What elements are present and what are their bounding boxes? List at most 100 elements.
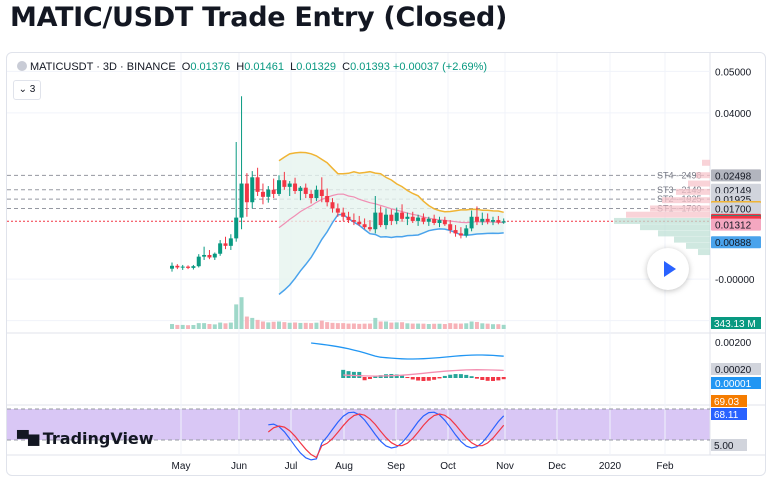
volume-bar: [501, 324, 506, 329]
symbol-logo-icon: [17, 61, 27, 71]
volume-bar: [464, 323, 469, 329]
macd-histogram-bar: [480, 377, 485, 380]
candle-body: [212, 253, 217, 258]
candle-body: [255, 177, 260, 192]
volume-profile-bar: [702, 159, 710, 166]
candle-body: [351, 220, 356, 222]
rsi-label: 5.00: [714, 441, 734, 452]
candle-body: [389, 214, 394, 221]
volume-bar: [367, 323, 372, 329]
price-label: 0.01312: [715, 221, 752, 232]
volume-bar: [186, 325, 191, 329]
x-tick-label: May: [172, 461, 191, 472]
candle-body: [207, 254, 212, 258]
candle-body: [496, 220, 501, 223]
volume-bar: [255, 319, 260, 329]
price-label-bg: [711, 218, 761, 231]
price-tick-label: 0.04000: [715, 109, 752, 120]
price-label-bg: [711, 183, 761, 196]
volume-profile-bar: [688, 180, 710, 187]
volume-bar: [325, 322, 330, 329]
candle-body: [469, 216, 474, 229]
volume-bar: [405, 323, 410, 329]
rsi-label: 68.11: [714, 410, 739, 421]
indicator-toggle-button[interactable]: ⌄ 3: [13, 80, 41, 100]
volume-bar: [448, 323, 453, 329]
macd-histogram-bar: [357, 371, 362, 378]
page-title: MATIC/USDT Trade Entry (Closed): [10, 2, 508, 33]
candle-body: [287, 183, 292, 187]
candle-body: [196, 256, 201, 267]
candle-body: [362, 224, 367, 228]
stoch-k-line: [268, 411, 505, 461]
volume-profile-bar: [676, 188, 710, 195]
price-label: 0.02149: [715, 186, 752, 197]
macd-histogram-bar: [491, 377, 495, 381]
volume-bar: [389, 322, 394, 329]
tradingview-wordmark: TradingView: [42, 429, 154, 448]
volume-bar: [260, 321, 265, 329]
volume-bar: [180, 324, 185, 329]
volume-bar: [341, 323, 346, 329]
volume-profile-bar: [696, 172, 710, 179]
volume-label: 343.13 M: [714, 319, 756, 330]
volume-profile-bar: [614, 217, 710, 224]
candle-body: [367, 227, 372, 230]
candle-body: [309, 193, 314, 199]
x-tick-label: Aug: [335, 461, 353, 472]
candle-body: [458, 233, 463, 236]
volume-bar: [287, 322, 292, 329]
candle-body: [464, 228, 469, 236]
volume-bar: [474, 321, 479, 329]
volume-bar: [394, 322, 399, 329]
volume-bar: [400, 322, 405, 329]
volume-bar: [378, 321, 383, 329]
volume-bar: [469, 321, 474, 329]
candle-body: [271, 189, 276, 194]
signal-line: [343, 369, 504, 377]
price-label-bg: [711, 169, 761, 182]
indicator-count: 3: [29, 84, 36, 95]
macd-histogram-bar: [474, 377, 479, 379]
volume-bar: [303, 322, 308, 329]
macd-histogram-bar: [458, 374, 463, 378]
x-tick-label: Jul: [285, 461, 298, 472]
candle-body: [282, 180, 287, 187]
price-tick-label: -0.00000: [715, 275, 755, 286]
x-tick-label: Sep: [387, 461, 405, 472]
volume-bar: [196, 323, 201, 329]
volume-bar: [282, 322, 287, 329]
price-label: 0.00888: [715, 238, 752, 249]
volume-bar: [218, 322, 223, 329]
play-button[interactable]: [647, 248, 689, 290]
candle-body: [384, 214, 388, 226]
rsi-label-bg: [711, 408, 747, 420]
candle-body: [341, 212, 346, 217]
volume-profile-bar: [658, 230, 710, 237]
macd-pane: 0.00200: [311, 338, 752, 381]
candle-body: [191, 266, 196, 268]
macd-label: 0.00020: [715, 365, 752, 376]
candle-body: [170, 265, 174, 269]
volume-label-bg: [711, 317, 761, 329]
candles: [170, 96, 506, 272]
rsi-label-bg: [711, 439, 747, 451]
resistance-label: ST4 - 2498: [657, 170, 702, 180]
tradingview-mark-icon: ▀■: [17, 430, 41, 448]
price-label: 0.01925: [715, 195, 752, 206]
stoch-d-line: [267, 413, 505, 459]
candle-body: [330, 202, 335, 209]
legend-symbol: MATICUSDT · 3D · BINANCE: [30, 61, 176, 73]
macd-histogram-bar: [485, 377, 490, 381]
macd-line: [311, 342, 504, 360]
candle-body: [378, 212, 383, 226]
volume-bar: [175, 324, 180, 329]
price-label-bg: [711, 202, 761, 215]
candle-body: [491, 220, 495, 222]
candle-body: [432, 218, 437, 223]
volume-bar: [207, 324, 212, 329]
candle-body: [410, 216, 415, 221]
volume-bar: [293, 322, 298, 329]
